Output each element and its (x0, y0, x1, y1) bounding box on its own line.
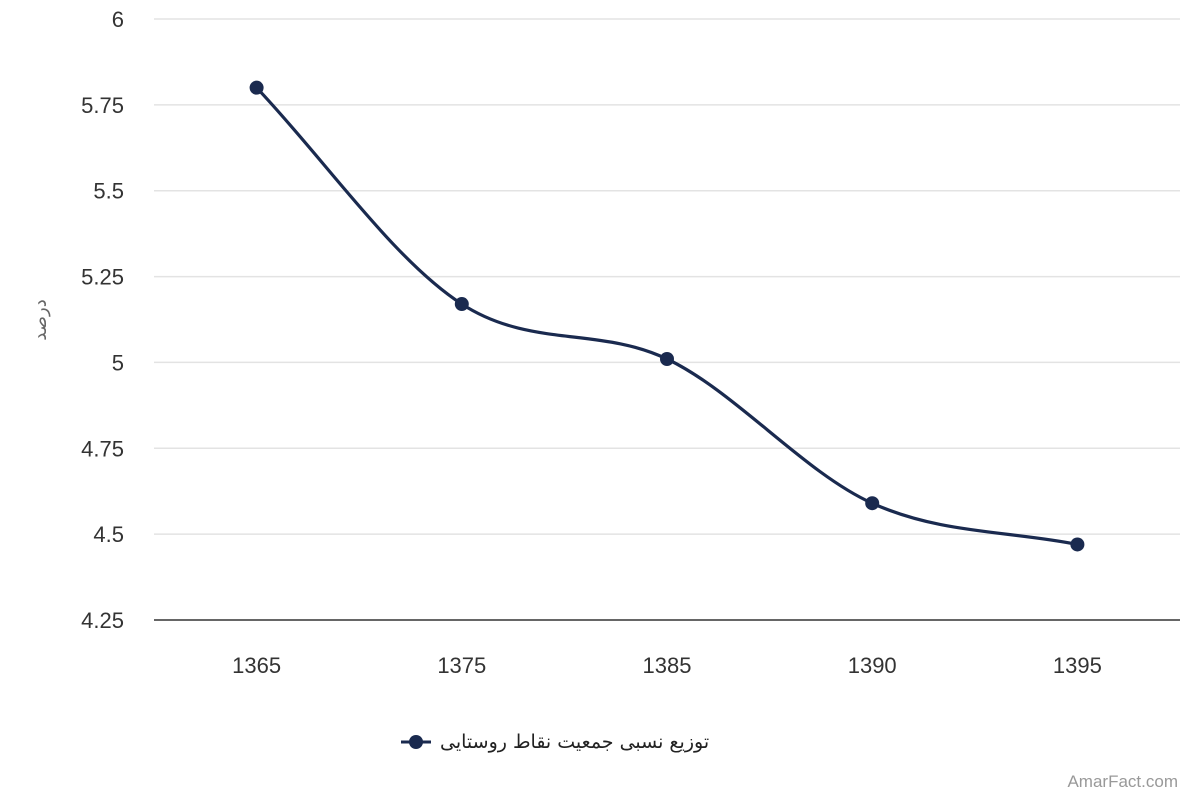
y-axis-label: درصد (30, 299, 51, 340)
x-tick-label: 1375 (437, 653, 486, 678)
y-tick-label: 4.5 (93, 522, 124, 547)
data-point[interactable] (1070, 537, 1085, 552)
x-tick-label: 1395 (1053, 653, 1102, 678)
y-tick-label: 4.25 (81, 608, 124, 633)
y-tick-label: 5.5 (93, 179, 124, 204)
x-tick-label: 1385 (643, 653, 692, 678)
y-axis-tick-labels: 4.25 4.5 4.75 5 5.25 5.5 5.75 6 (81, 7, 124, 633)
legend[interactable]: توزیع نسبی جمعیت نقاط روستایی (401, 731, 709, 753)
watermark: AmarFact.com (1067, 772, 1178, 791)
gridlines (154, 18, 1180, 535)
series-line (255, 86, 1079, 547)
data-point[interactable] (249, 80, 264, 95)
y-tick-label: 5.25 (81, 265, 124, 290)
data-point[interactable] (660, 351, 674, 366)
data-point[interactable] (454, 297, 469, 312)
x-tick-label: 1365 (232, 653, 281, 678)
x-tick-label: 1390 (848, 653, 897, 678)
legend-label: توزیع نسبی جمعیت نقاط روستایی (440, 731, 709, 753)
y-tick-label: 6 (112, 7, 124, 32)
y-tick-label: 5.75 (81, 93, 124, 118)
data-point[interactable] (865, 496, 880, 511)
x-axis-tick-labels: 1365 1375 1385 1390 1395 (232, 653, 1102, 678)
y-tick-label: 4.75 (81, 436, 124, 461)
series-layer (249, 80, 1085, 552)
legend-point-marker (409, 735, 423, 749)
y-tick-label: 5 (112, 350, 124, 375)
